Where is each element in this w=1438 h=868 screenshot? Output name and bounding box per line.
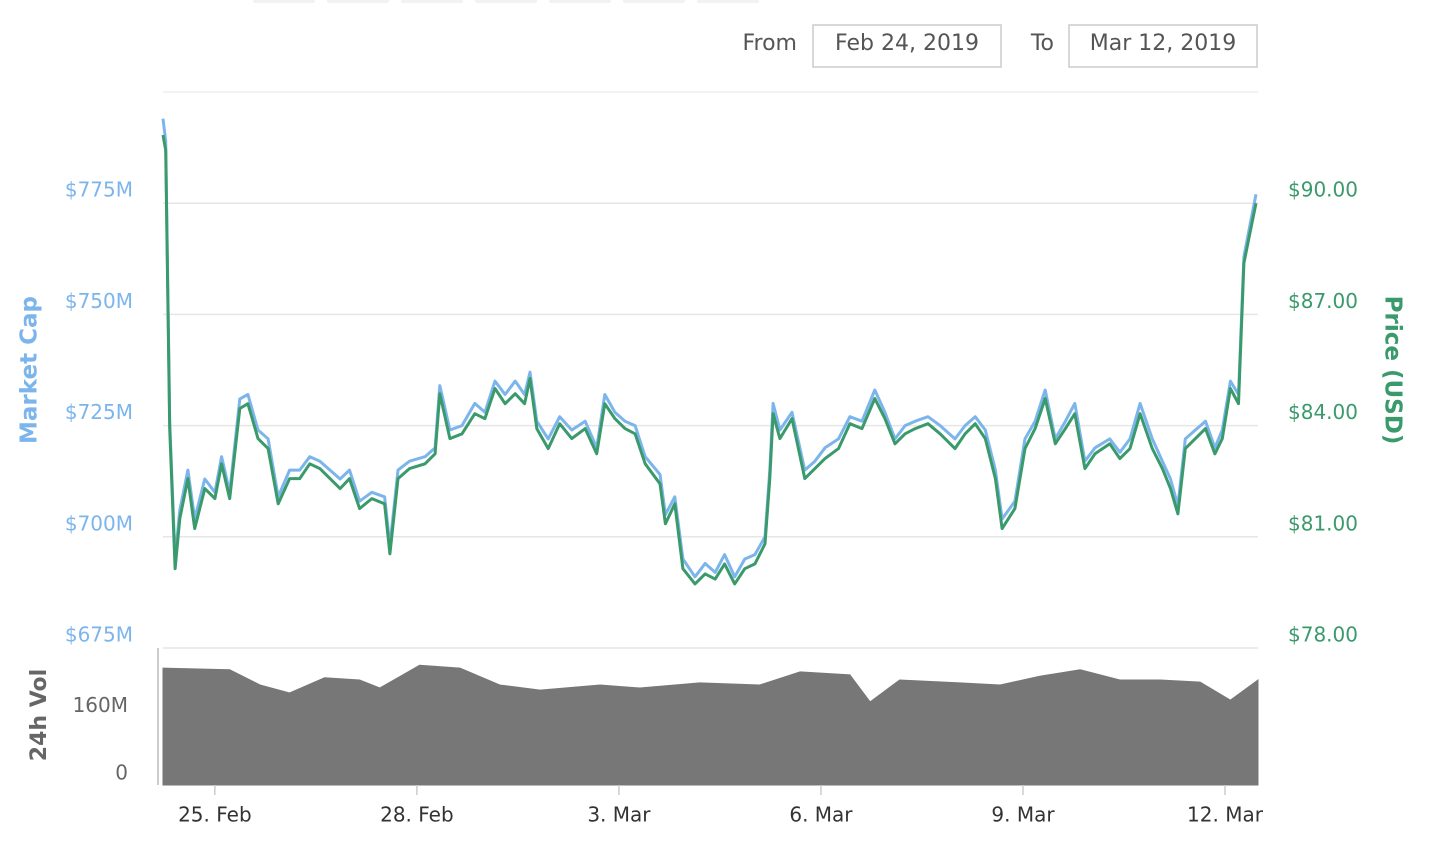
volume-tick-label: 0: [115, 761, 128, 785]
range-buttons: [253, 0, 759, 3]
x-tick-label: 12. Mar: [1187, 803, 1264, 827]
y-tick-label: $775M: [65, 178, 133, 202]
to-date[interactable]: Mar 12, 2019: [1090, 31, 1236, 56]
volume-tick-label: 160M: [73, 693, 128, 717]
y2-tick-label: $90.00: [1288, 178, 1358, 202]
x-tick-label: 9. Mar: [991, 803, 1055, 827]
y-tick-label: $700M: [65, 511, 133, 535]
x-tick-label: 6. Mar: [789, 803, 853, 827]
to-label: To: [1030, 31, 1054, 56]
to-date-input[interactable]: [1068, 24, 1258, 68]
volume-axis-title: 24h Vol: [27, 669, 52, 761]
y-tick-label: $725M: [65, 400, 133, 424]
y-axis-title: Market Cap: [17, 296, 43, 444]
range-button[interactable]: [327, 0, 389, 3]
y2-tick-label: $81.00: [1288, 511, 1358, 535]
x-tick-label: 3. Mar: [587, 803, 651, 827]
y2-tick-label: $87.00: [1288, 289, 1358, 313]
y-tick-label: $675M: [65, 623, 133, 647]
from-date[interactable]: Feb 24, 2019: [835, 31, 979, 56]
x-tick-label: 28. Feb: [380, 803, 454, 827]
range-button[interactable]: [253, 0, 315, 3]
x-tick-label: 25. Feb: [178, 803, 252, 827]
from-label: From: [742, 31, 797, 56]
series-line: [161, 134, 1258, 586]
series-line: [161, 118, 1258, 579]
range-button[interactable]: [697, 0, 759, 3]
from-date-input[interactable]: [812, 24, 1002, 68]
y2-axis-title: Price (USD): [1380, 296, 1406, 445]
range-button[interactable]: [475, 0, 537, 3]
y-tick-label: $750M: [65, 289, 133, 313]
range-button[interactable]: [401, 0, 463, 3]
y2-tick-label: $84.00: [1288, 400, 1358, 424]
range-button[interactable]: [623, 0, 685, 3]
y2-tick-label: $78.00: [1288, 623, 1358, 647]
range-button[interactable]: [549, 0, 611, 3]
volume-area: [162, 664, 1259, 786]
